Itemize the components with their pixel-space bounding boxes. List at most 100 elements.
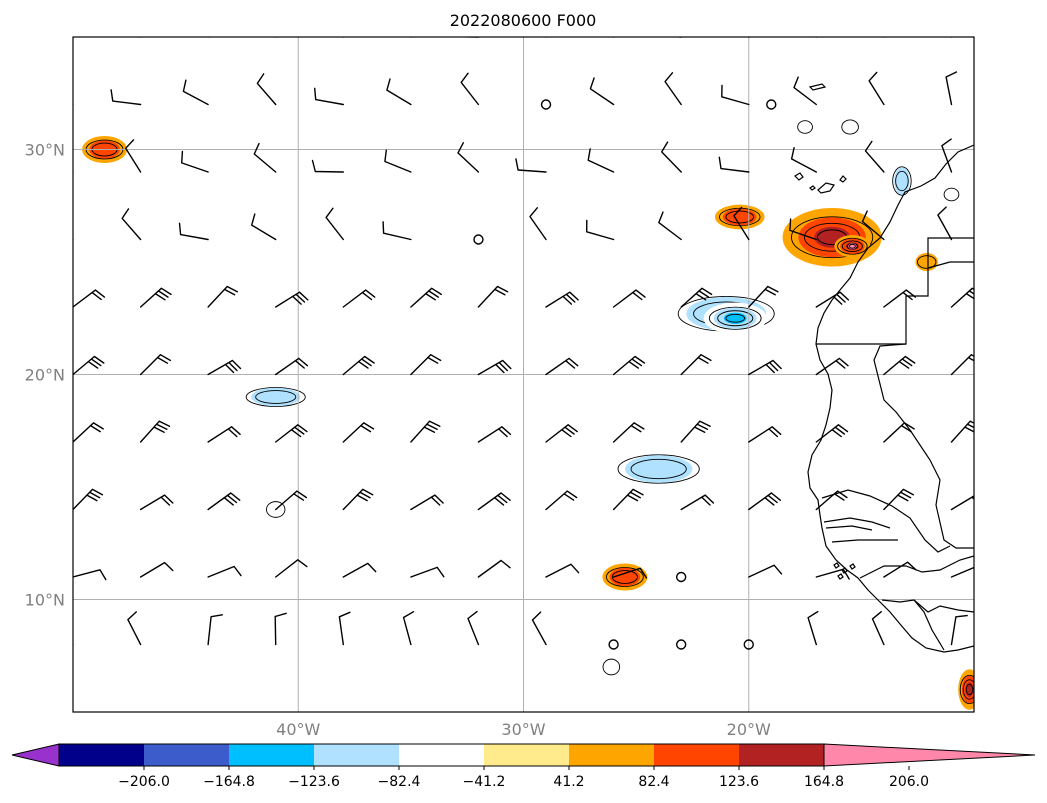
- contour-line-1-0: [245, 387, 306, 407]
- fill-region-7-shell-0: [601, 655, 622, 679]
- wind-barb: [384, 149, 412, 173]
- colorbar-tick-label: −164.8: [203, 774, 255, 790]
- wind-barb: [815, 424, 849, 443]
- wind-barb: [545, 424, 578, 443]
- contour-line-14-0: [892, 166, 912, 196]
- wind-barb: [251, 213, 277, 241]
- wind-barb: [311, 159, 344, 173]
- wind-barb: [181, 150, 209, 173]
- wind-barb: [73, 569, 107, 581]
- wind-barb: [950, 37, 953, 38]
- wind-barb: [815, 37, 817, 38]
- wind-barb: [612, 289, 646, 308]
- wind-barb: [815, 568, 850, 580]
- colorbar-segment: [484, 744, 569, 766]
- calm-wind-marker: [608, 639, 619, 650]
- contour-line-10-1: [841, 240, 863, 253]
- wind-barb: [274, 37, 277, 38]
- wind-barb: [680, 420, 711, 443]
- wind-barb: [178, 222, 209, 241]
- colorbar-segment: [739, 744, 824, 766]
- wind-barb: [73, 488, 104, 511]
- field-fill-layer: [82, 116, 974, 710]
- border-mauritania-mali: [873, 343, 974, 549]
- graticule: [73, 37, 974, 712]
- africa-coast: [807, 144, 974, 653]
- coastline-layer: [794, 83, 974, 653]
- contour-line-4-0: [708, 306, 762, 330]
- wind-barb: [182, 79, 209, 106]
- wind-barb: [718, 156, 750, 173]
- wind-barb: [477, 426, 512, 443]
- wind-barb: [868, 71, 885, 106]
- calm-marker-layer: [473, 99, 777, 650]
- wind-barb: [612, 355, 646, 376]
- wind-barb: [342, 289, 376, 308]
- wind-barb: [950, 495, 974, 511]
- wind-barb: [950, 287, 974, 308]
- contour-line-16-1: [962, 679, 974, 700]
- wind-barb: [207, 565, 242, 578]
- wind-barb: [937, 206, 953, 241]
- wind-barb-layer: [73, 37, 974, 646]
- wind-barb: [589, 77, 615, 106]
- wind-barb: [342, 422, 375, 443]
- canary-islands: [794, 172, 847, 194]
- wind-barb: [748, 426, 782, 443]
- wind-barb: [402, 611, 415, 646]
- map-area: [73, 37, 974, 712]
- colorbar-tick-label: −206.0: [118, 774, 170, 790]
- colorbar-tick-label: 82.4: [638, 774, 669, 790]
- colorbar-segment: [59, 744, 144, 766]
- colorbar-segment: [314, 744, 399, 766]
- wind-barb: [748, 564, 783, 578]
- colorbar-tick-label: −123.6: [288, 774, 340, 790]
- map-frame: [72, 36, 975, 713]
- wind-barb: [545, 291, 579, 308]
- contour-line-4-2: [725, 313, 745, 323]
- wind-barb: [748, 359, 782, 376]
- colorbar-tick-label: 123.6: [719, 774, 759, 790]
- wind-barb: [950, 614, 968, 646]
- wind-barb: [342, 355, 375, 376]
- wind-barb: [661, 141, 682, 173]
- contour-line-1-1: [255, 390, 297, 404]
- wind-barb: [477, 492, 511, 511]
- wind-barb: [612, 422, 645, 443]
- wind-barb: [207, 492, 241, 511]
- wind-barb: [73, 422, 104, 443]
- wind-barb: [747, 37, 750, 38]
- wind-barb: [515, 158, 547, 173]
- colorbar-extend-high: [823, 743, 1036, 767]
- wind-barb: [529, 207, 547, 241]
- wind-barb: [410, 354, 442, 376]
- contour-line-16-2: [965, 683, 974, 696]
- wind-barb: [807, 610, 819, 646]
- border-liberia: [913, 599, 974, 613]
- wind-barb: [861, 210, 885, 241]
- contour-line-14-1: [895, 170, 909, 192]
- contour-line-12-0: [797, 120, 813, 134]
- wind-barb: [207, 285, 238, 308]
- contour-line-8-1: [725, 210, 755, 224]
- wind-barb: [477, 559, 511, 578]
- fill-region-16-shell-2: [965, 682, 974, 697]
- wind-barb: [587, 148, 615, 173]
- wind-barb: [612, 567, 648, 579]
- wind-barb: [748, 285, 779, 308]
- wind-barb: [883, 289, 916, 308]
- lat-tick-label: 10°N: [25, 591, 65, 610]
- calm-wind-marker: [540, 99, 552, 110]
- wind-barb: [275, 490, 307, 511]
- wind-barb: [477, 285, 509, 308]
- bijagos-islands: [833, 562, 856, 580]
- lat-tick-labels: 30°N 20°N 10°N: [25, 141, 65, 610]
- contour-line-10-3: [848, 243, 856, 249]
- wind-barb: [680, 494, 715, 511]
- wind-barb: [477, 359, 512, 376]
- wind-barb: [410, 420, 441, 443]
- wind-barb: [941, 138, 953, 173]
- wind-barb: [467, 610, 480, 646]
- wind-barb: [207, 426, 241, 443]
- wind-barb: [815, 291, 850, 308]
